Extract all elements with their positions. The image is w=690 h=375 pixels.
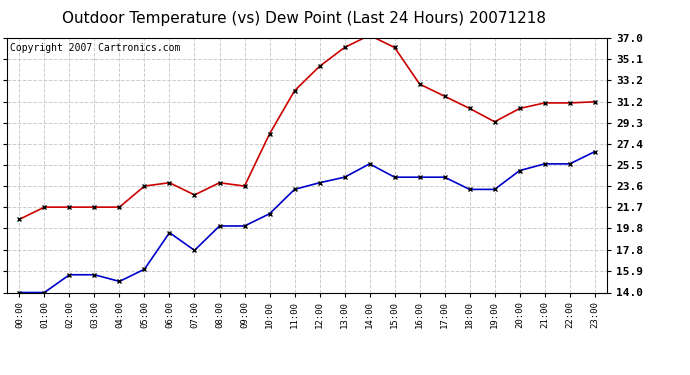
Text: Copyright 2007 Cartronics.com: Copyright 2007 Cartronics.com	[10, 43, 180, 52]
Text: Outdoor Temperature (vs) Dew Point (Last 24 Hours) 20071218: Outdoor Temperature (vs) Dew Point (Last…	[61, 11, 546, 26]
